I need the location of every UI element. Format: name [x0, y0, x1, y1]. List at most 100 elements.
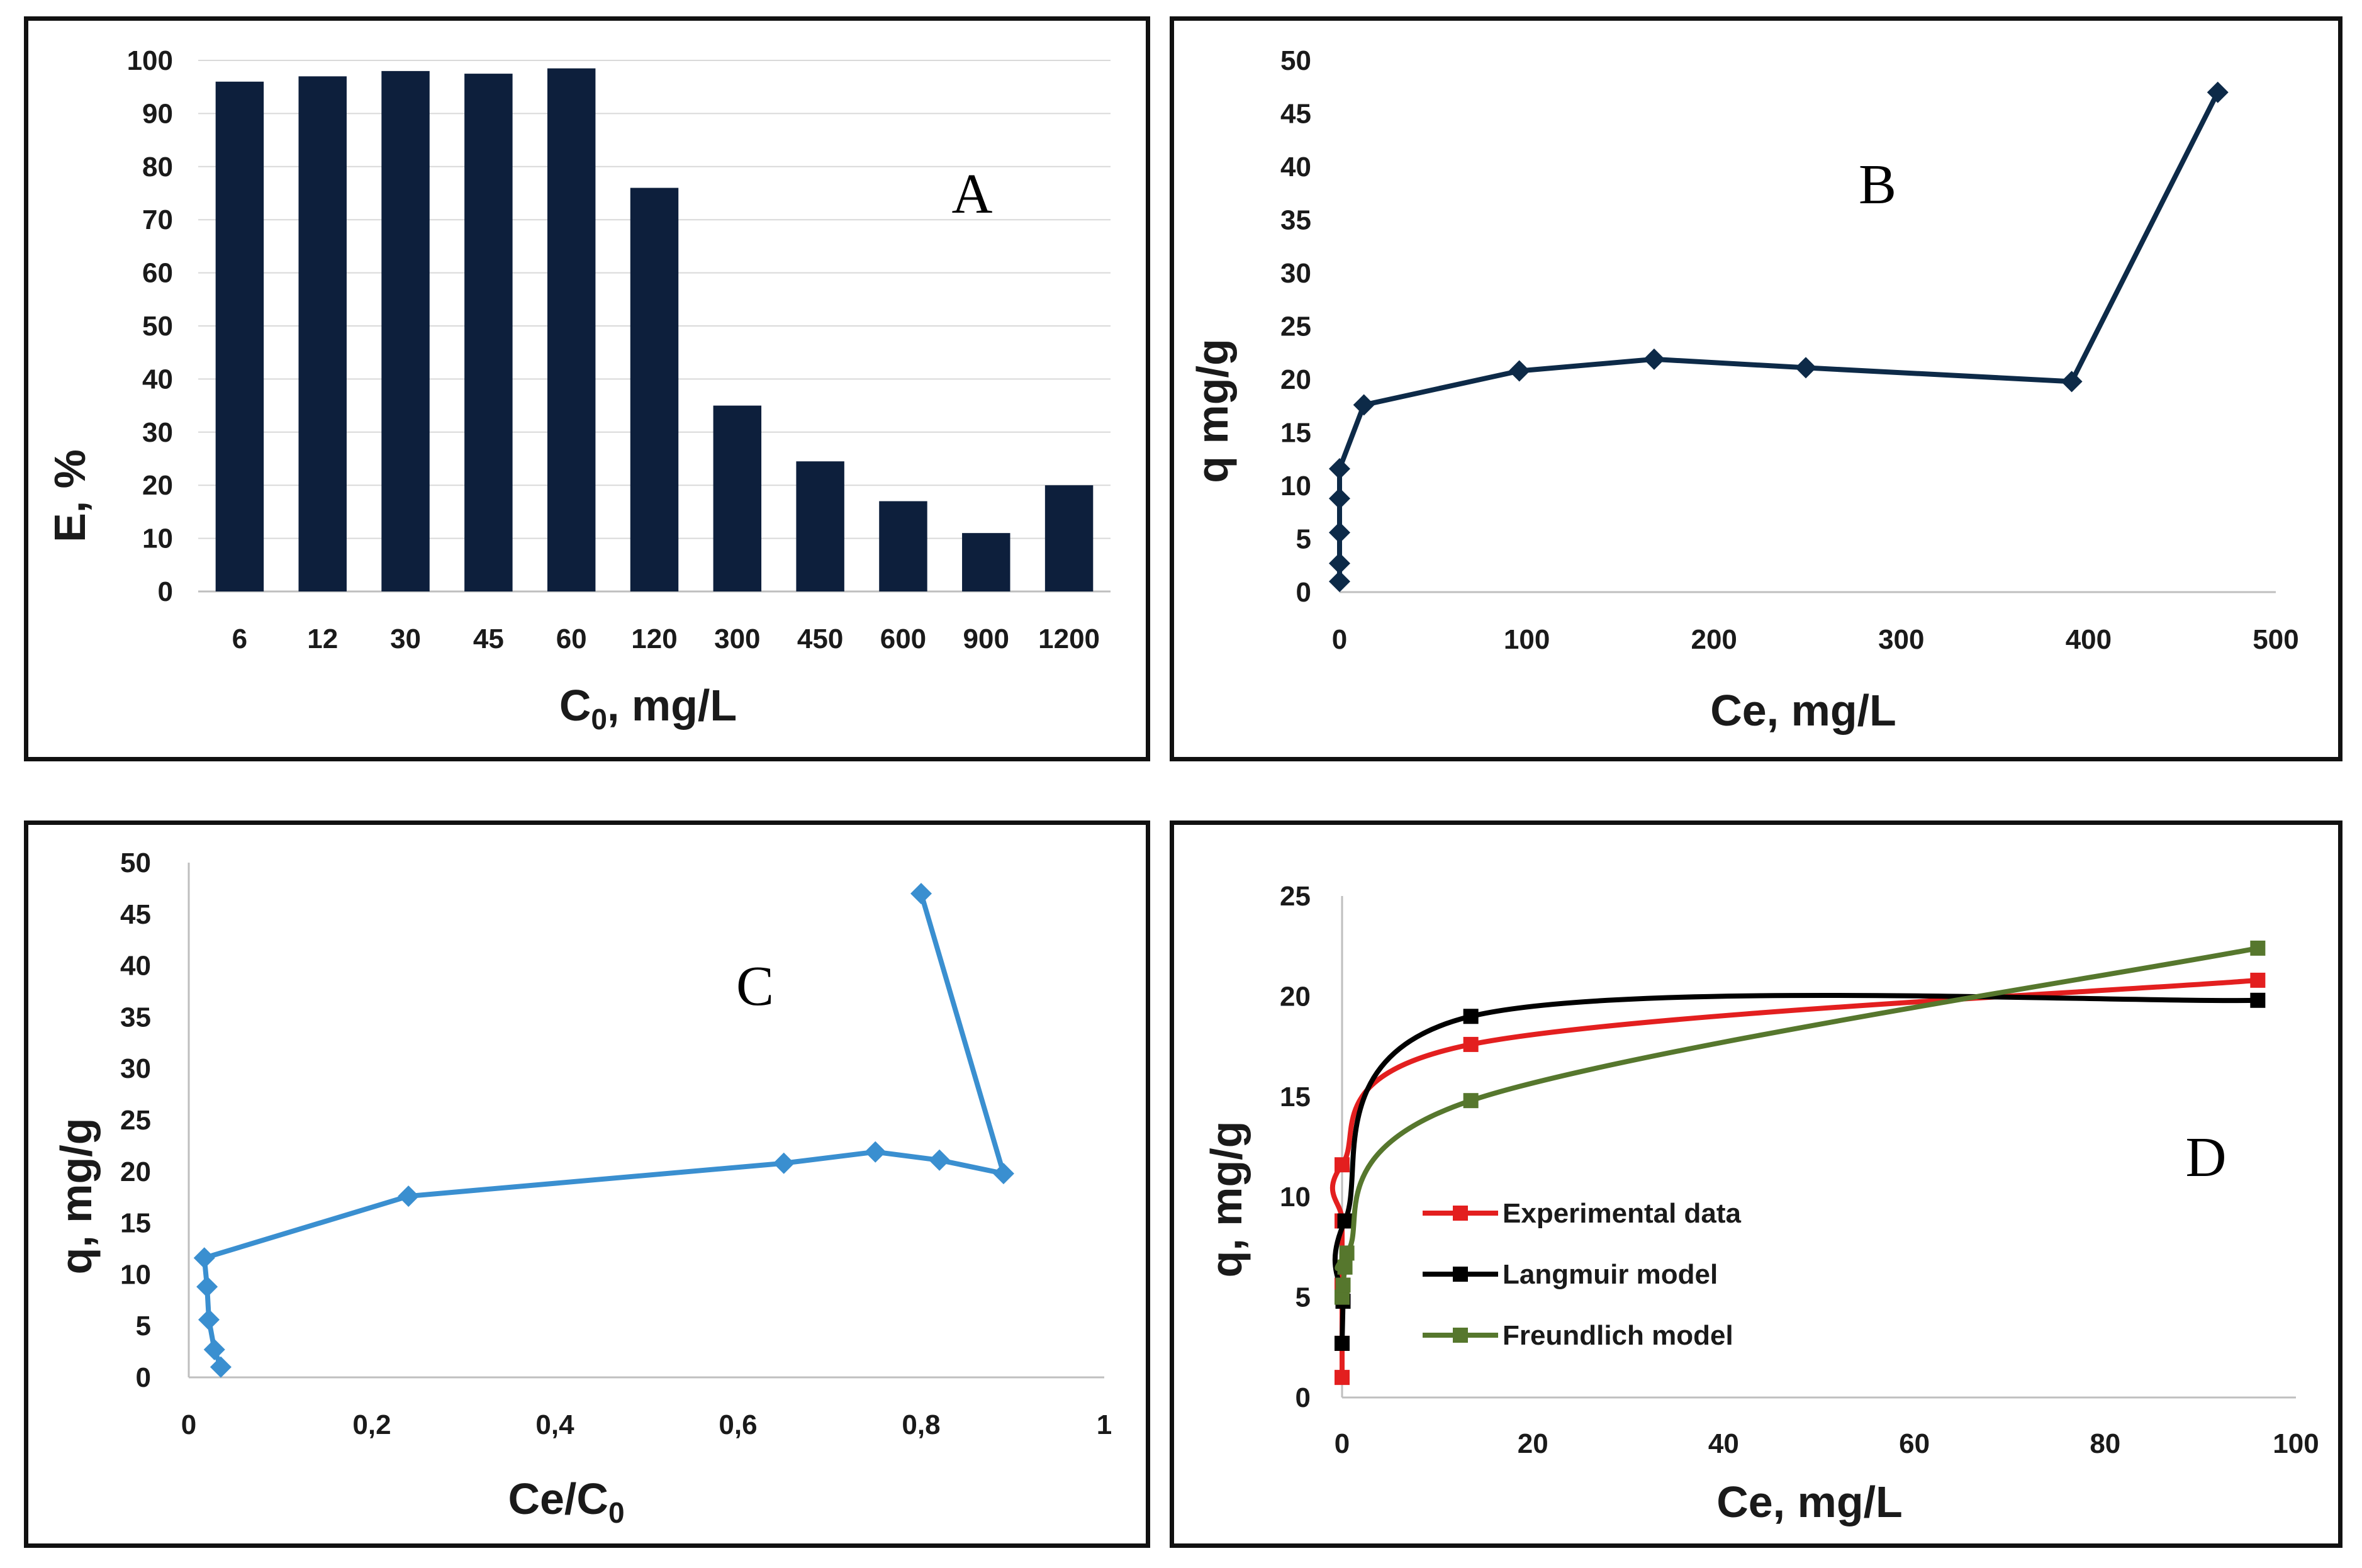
data-point: [1508, 360, 1530, 382]
data-point: [2061, 371, 2083, 393]
data-point: [1463, 1093, 1479, 1109]
panel-label: C: [736, 955, 774, 1017]
x-tick-label: 12: [307, 624, 338, 654]
y-tick-label: 20: [1280, 364, 1311, 395]
y-axis-title: q, mg/g: [52, 1118, 101, 1275]
y-tick-label: 25: [1280, 311, 1311, 342]
x-tick-label: 1: [1097, 1409, 1112, 1440]
data-point: [2250, 972, 2266, 988]
x-tick-label: 500: [2253, 624, 2298, 655]
data-point: [398, 1185, 420, 1207]
legend-marker: [1453, 1328, 1468, 1343]
y-tick-label: 0: [158, 576, 173, 607]
data-point: [1335, 1157, 1350, 1173]
x-tick-label: 1200: [1038, 624, 1100, 654]
data-point: [1463, 1009, 1479, 1024]
y-tick-label: 20: [1280, 981, 1311, 1012]
chart-panel-b: 0 5 10 15 20 25 30 35 40 45 50 0 100 200 300 400 500 q mg…: [1170, 16, 2342, 761]
x-axis-title: Ce, mg/L: [1716, 1477, 1903, 1526]
legend-label: Freundlich model: [1503, 1320, 1733, 1351]
data-point: [1329, 552, 1350, 574]
data-point: [1335, 1277, 1351, 1293]
legend-marker: [1453, 1267, 1468, 1282]
y-tick-label: 35: [1280, 205, 1311, 236]
data-point: [1329, 488, 1350, 510]
y-tick-label: 40: [1280, 152, 1311, 182]
y-tick-label: 25: [120, 1105, 151, 1136]
x-tick-label: 400: [2066, 624, 2112, 655]
y-tick-label: 45: [120, 899, 151, 930]
data-point: [210, 1356, 232, 1378]
y-tick-label: 60: [142, 258, 173, 289]
x-tick-label: 0,2: [352, 1409, 391, 1440]
data-point: [1337, 1259, 1353, 1275]
x-tick-label: 80: [2090, 1428, 2120, 1459]
data-point: [196, 1276, 218, 1298]
data-point: [992, 1163, 1014, 1185]
legend-marker: [1453, 1206, 1468, 1221]
bar: [630, 188, 679, 591]
line-chart-d: 0 5 10 15 20 25 0 20 40 60 80 100 Experimental data L…: [1202, 881, 2319, 1526]
y-axis-title: q, mg/g: [1202, 1121, 1251, 1278]
x-tick-label: 0: [181, 1409, 196, 1440]
chart-panel-d: 0 5 10 15 20 25 0 20 40 60 80 100 Experimental data L…: [1170, 820, 2342, 1548]
y-tick-label: 100: [127, 45, 173, 76]
x-axis-title: Ce, mg/L: [1710, 686, 1896, 735]
bar: [962, 533, 1010, 591]
data-point: [193, 1247, 215, 1269]
y-tick-label: 40: [120, 951, 151, 982]
data-point: [203, 1338, 225, 1360]
y-tick-label: 70: [142, 204, 173, 235]
y-tick-label: 25: [1280, 881, 1311, 912]
x-tick-label: 600: [880, 624, 926, 654]
x-tick-label: 6: [232, 624, 247, 654]
bar: [464, 74, 513, 592]
y-tick-label: 20: [142, 470, 173, 501]
y-tick-label: 80: [142, 152, 173, 182]
y-tick-label: 45: [1280, 99, 1311, 130]
y-tick-label: 40: [142, 364, 173, 395]
series-line: [1337, 91, 2220, 582]
data-point: [1463, 1036, 1479, 1052]
bar: [879, 501, 927, 591]
data-point: [1335, 1335, 1350, 1351]
data-point: [198, 1309, 220, 1331]
y-tick-label: 50: [120, 848, 151, 878]
x-tick-label: 30: [390, 624, 421, 654]
y-tick-label: 10: [142, 524, 173, 554]
y-tick-label: 10: [120, 1259, 151, 1290]
x-tick-label: 100: [1504, 624, 1550, 655]
data-point: [1329, 457, 1350, 479]
legend-label: Experimental data: [1503, 1198, 1742, 1229]
bar: [1044, 485, 1094, 591]
x-tick-label: 0: [1335, 1428, 1350, 1459]
x-tick-label: 300: [1878, 624, 1924, 655]
y-tick-label: 20: [120, 1156, 151, 1187]
data-point: [773, 1152, 795, 1174]
data-point: [1339, 1245, 1355, 1261]
legend-label: Langmuir model: [1503, 1259, 1718, 1290]
x-tick-label: 0,4: [535, 1409, 574, 1440]
data-point: [2250, 940, 2266, 956]
chart-panel-c: 0 5 10 15 20 25 30 35 40 45 50 0 0,2 0,4 0,6 0,8 1 q, mg/…: [24, 820, 1150, 1548]
x-tick-label: 0: [1332, 624, 1347, 655]
bar: [547, 68, 596, 591]
y-axis-title: E, %: [45, 449, 94, 542]
y-axis-title: q mg/g: [1188, 339, 1237, 483]
y-tick-label: 90: [142, 98, 173, 129]
y-tick-label: 15: [1280, 418, 1311, 449]
x-axis-title: Ce/C0: [508, 1474, 624, 1529]
y-tick-label: 30: [1280, 258, 1311, 289]
data-point: [1353, 394, 1375, 416]
panel-label: A: [952, 163, 993, 225]
x-tick-label: 900: [963, 624, 1009, 654]
x-tick-label: 120: [631, 624, 677, 654]
chart-panel-a: 0 10 20 30 40 50 60 70 80 90 100 6 12 30 45 60 120 300 450…: [24, 16, 1150, 761]
series-line: [201, 892, 1006, 1369]
data-point: [1329, 571, 1350, 593]
bar: [298, 76, 347, 591]
bar-chart-a: 0 10 20 30 40 50 60 70 80 90 100 6 12 30 45 60 120 300 450…: [45, 45, 1111, 736]
data-point: [1335, 1370, 1350, 1386]
x-tick-label: 40: [1708, 1428, 1739, 1459]
